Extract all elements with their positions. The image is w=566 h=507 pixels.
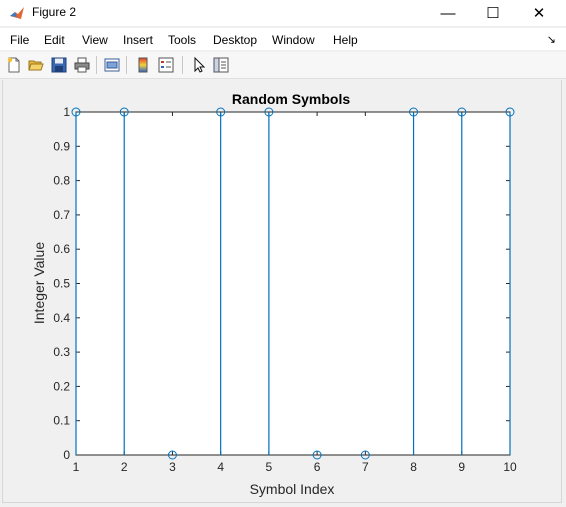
menu-bar: File Edit View Insert Tools Desktop Wind… (0, 28, 566, 50)
save-icon[interactable] (50, 56, 68, 74)
stem-marker[interactable] (457, 107, 467, 117)
plot-area (75, 111, 511, 456)
stem-chart[interactable]: 0 0.1 0.2 0.3 0.4 0.5 0.6 0.7 0.8 0.9 1 1 2 3 4 5 6 7 8 9 10… (3, 80, 561, 502)
menu-desktop[interactable]: Desktop (213, 33, 258, 47)
chart-title: Random Symbols (232, 91, 350, 107)
x-tick-label: 4 (217, 460, 224, 474)
stem-marker[interactable] (71, 107, 81, 117)
stem-marker[interactable] (119, 107, 129, 117)
stem-marker[interactable] (409, 107, 419, 117)
window-titlebar: Figure 2 — ☐ ✕ (0, 0, 566, 26)
close-icon: ✕ (532, 5, 546, 22)
x-tick-label: 9 (458, 460, 465, 474)
open-file-icon[interactable] (27, 56, 45, 74)
menu-help[interactable]: Help (333, 33, 358, 47)
maximize-icon: ☐ (486, 5, 500, 22)
stem-marker[interactable] (360, 450, 370, 460)
menu-view[interactable]: View (82, 33, 108, 47)
stem-marker[interactable] (216, 107, 226, 117)
print-preview-icon[interactable] (103, 56, 121, 74)
toolbar-separator (126, 56, 127, 74)
new-figure-icon[interactable] (5, 56, 23, 74)
y-tick-label: 0.7 (53, 208, 70, 222)
menu-insert[interactable]: Insert (123, 33, 154, 47)
maximize-button[interactable]: ☐ (470, 0, 516, 26)
x-tick-label: 6 (314, 460, 321, 474)
y-tick-label: 0 (63, 448, 70, 462)
figure-canvas: 0 0.1 0.2 0.3 0.4 0.5 0.6 0.7 0.8 0.9 1 1 2 3 4 5 6 7 8 9 10… (2, 80, 562, 503)
menu-edit[interactable]: Edit (44, 33, 65, 47)
minimize-button[interactable]: — (425, 0, 471, 26)
y-tick-label: 0.8 (53, 174, 70, 188)
menu-overflow-icon[interactable]: ↘ (546, 34, 556, 46)
matlab-logo-icon (10, 7, 24, 19)
y-tick-label: 1 (63, 105, 70, 119)
y-tick-label: 0.4 (53, 311, 70, 325)
y-tick-label: 0.2 (53, 379, 70, 393)
y-tick-label: 0.3 (53, 345, 70, 359)
y-tick-label: 0.5 (53, 277, 70, 291)
x-tick-label: 1 (73, 460, 80, 474)
menu-file[interactable]: File (10, 33, 30, 47)
property-editor-icon[interactable] (212, 56, 230, 74)
y-axis-label: Integer Value (31, 242, 47, 324)
x-axis-label: Symbol Index (250, 481, 335, 497)
pointer-icon[interactable] (190, 56, 208, 74)
y-tick-label: 0.9 (53, 139, 70, 153)
x-tick-label: 3 (169, 460, 176, 474)
window-title: Figure 2 (32, 5, 77, 19)
x-tick-label: 10 (503, 460, 517, 474)
x-tick-label: 7 (362, 460, 369, 474)
stem-marker[interactable] (167, 450, 177, 460)
toolbar-separator (182, 56, 183, 74)
stem-marker[interactable] (264, 107, 274, 117)
menu-tools[interactable]: Tools (168, 33, 197, 47)
stem-marker[interactable] (312, 450, 322, 460)
y-tick-label: 0.6 (53, 242, 70, 256)
figure-toolbar (0, 52, 566, 79)
stem-marker[interactable] (505, 107, 515, 117)
y-tick-label: 0.1 (53, 414, 70, 428)
menu-window[interactable]: Window (272, 33, 315, 47)
toolbar-separator (96, 56, 97, 74)
x-tick-label: 8 (410, 460, 417, 474)
x-tick-label: 2 (121, 460, 128, 474)
close-button[interactable]: ✕ (516, 0, 562, 26)
minimize-icon: — (440, 4, 456, 22)
colorbar-icon[interactable] (134, 56, 152, 74)
legend-icon[interactable] (157, 56, 175, 74)
x-tick-label: 5 (266, 460, 273, 474)
print-icon[interactable] (73, 56, 91, 74)
